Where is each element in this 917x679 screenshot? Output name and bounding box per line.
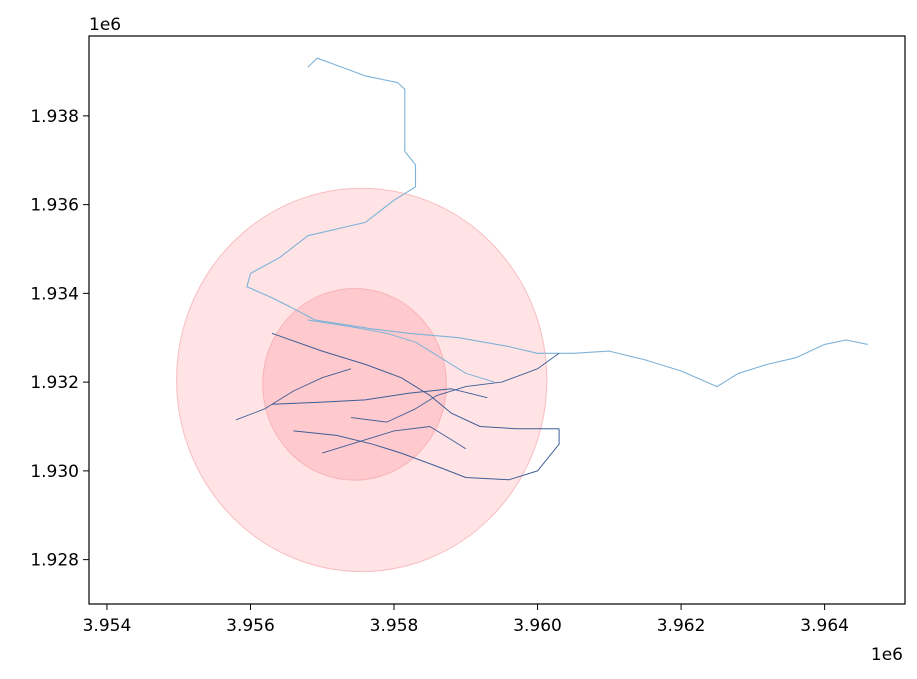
- axes-frame: [88, 35, 906, 605]
- x-tick-label: 3.960: [513, 616, 562, 636]
- y-tick-label: 1.930: [30, 462, 79, 482]
- y-offset-label: 1e6: [89, 15, 121, 35]
- y-tick-label: 1.934: [30, 284, 79, 304]
- road-segment: [235, 368, 352, 421]
- road-segment: [307, 319, 495, 383]
- x-tick-label: 3.962: [657, 616, 706, 636]
- x-axis-ticks: 3.954 3.956 3.958 3.960 3.962 3.964: [83, 604, 849, 636]
- y-tick-label: 1.932: [30, 373, 79, 393]
- road-segment: [350, 352, 560, 423]
- y-tick-label: 1.938: [30, 107, 79, 127]
- buffer-zone-outer: [176, 187, 548, 573]
- buffer-zone-inner: [262, 287, 447, 481]
- road-segment: [322, 426, 467, 454]
- road-segment: [246, 57, 868, 388]
- road-segment: [271, 332, 560, 430]
- road-segment: [293, 428, 560, 481]
- y-tick-label: 1.928: [30, 551, 79, 571]
- buffer-zones: [176, 187, 548, 573]
- y-tick-label: 1.936: [30, 196, 79, 216]
- y-axis-ticks: 1.928 1.930 1.932 1.934 1.936 1.938: [30, 107, 89, 571]
- road-segment: [271, 388, 488, 405]
- x-tick-label: 3.964: [800, 616, 849, 636]
- x-tick-label: 3.958: [370, 616, 419, 636]
- x-tick-label: 3.954: [83, 616, 132, 636]
- road-network: [235, 57, 868, 481]
- x-tick-label: 3.956: [226, 616, 275, 636]
- x-offset-label: 1e6: [871, 645, 903, 665]
